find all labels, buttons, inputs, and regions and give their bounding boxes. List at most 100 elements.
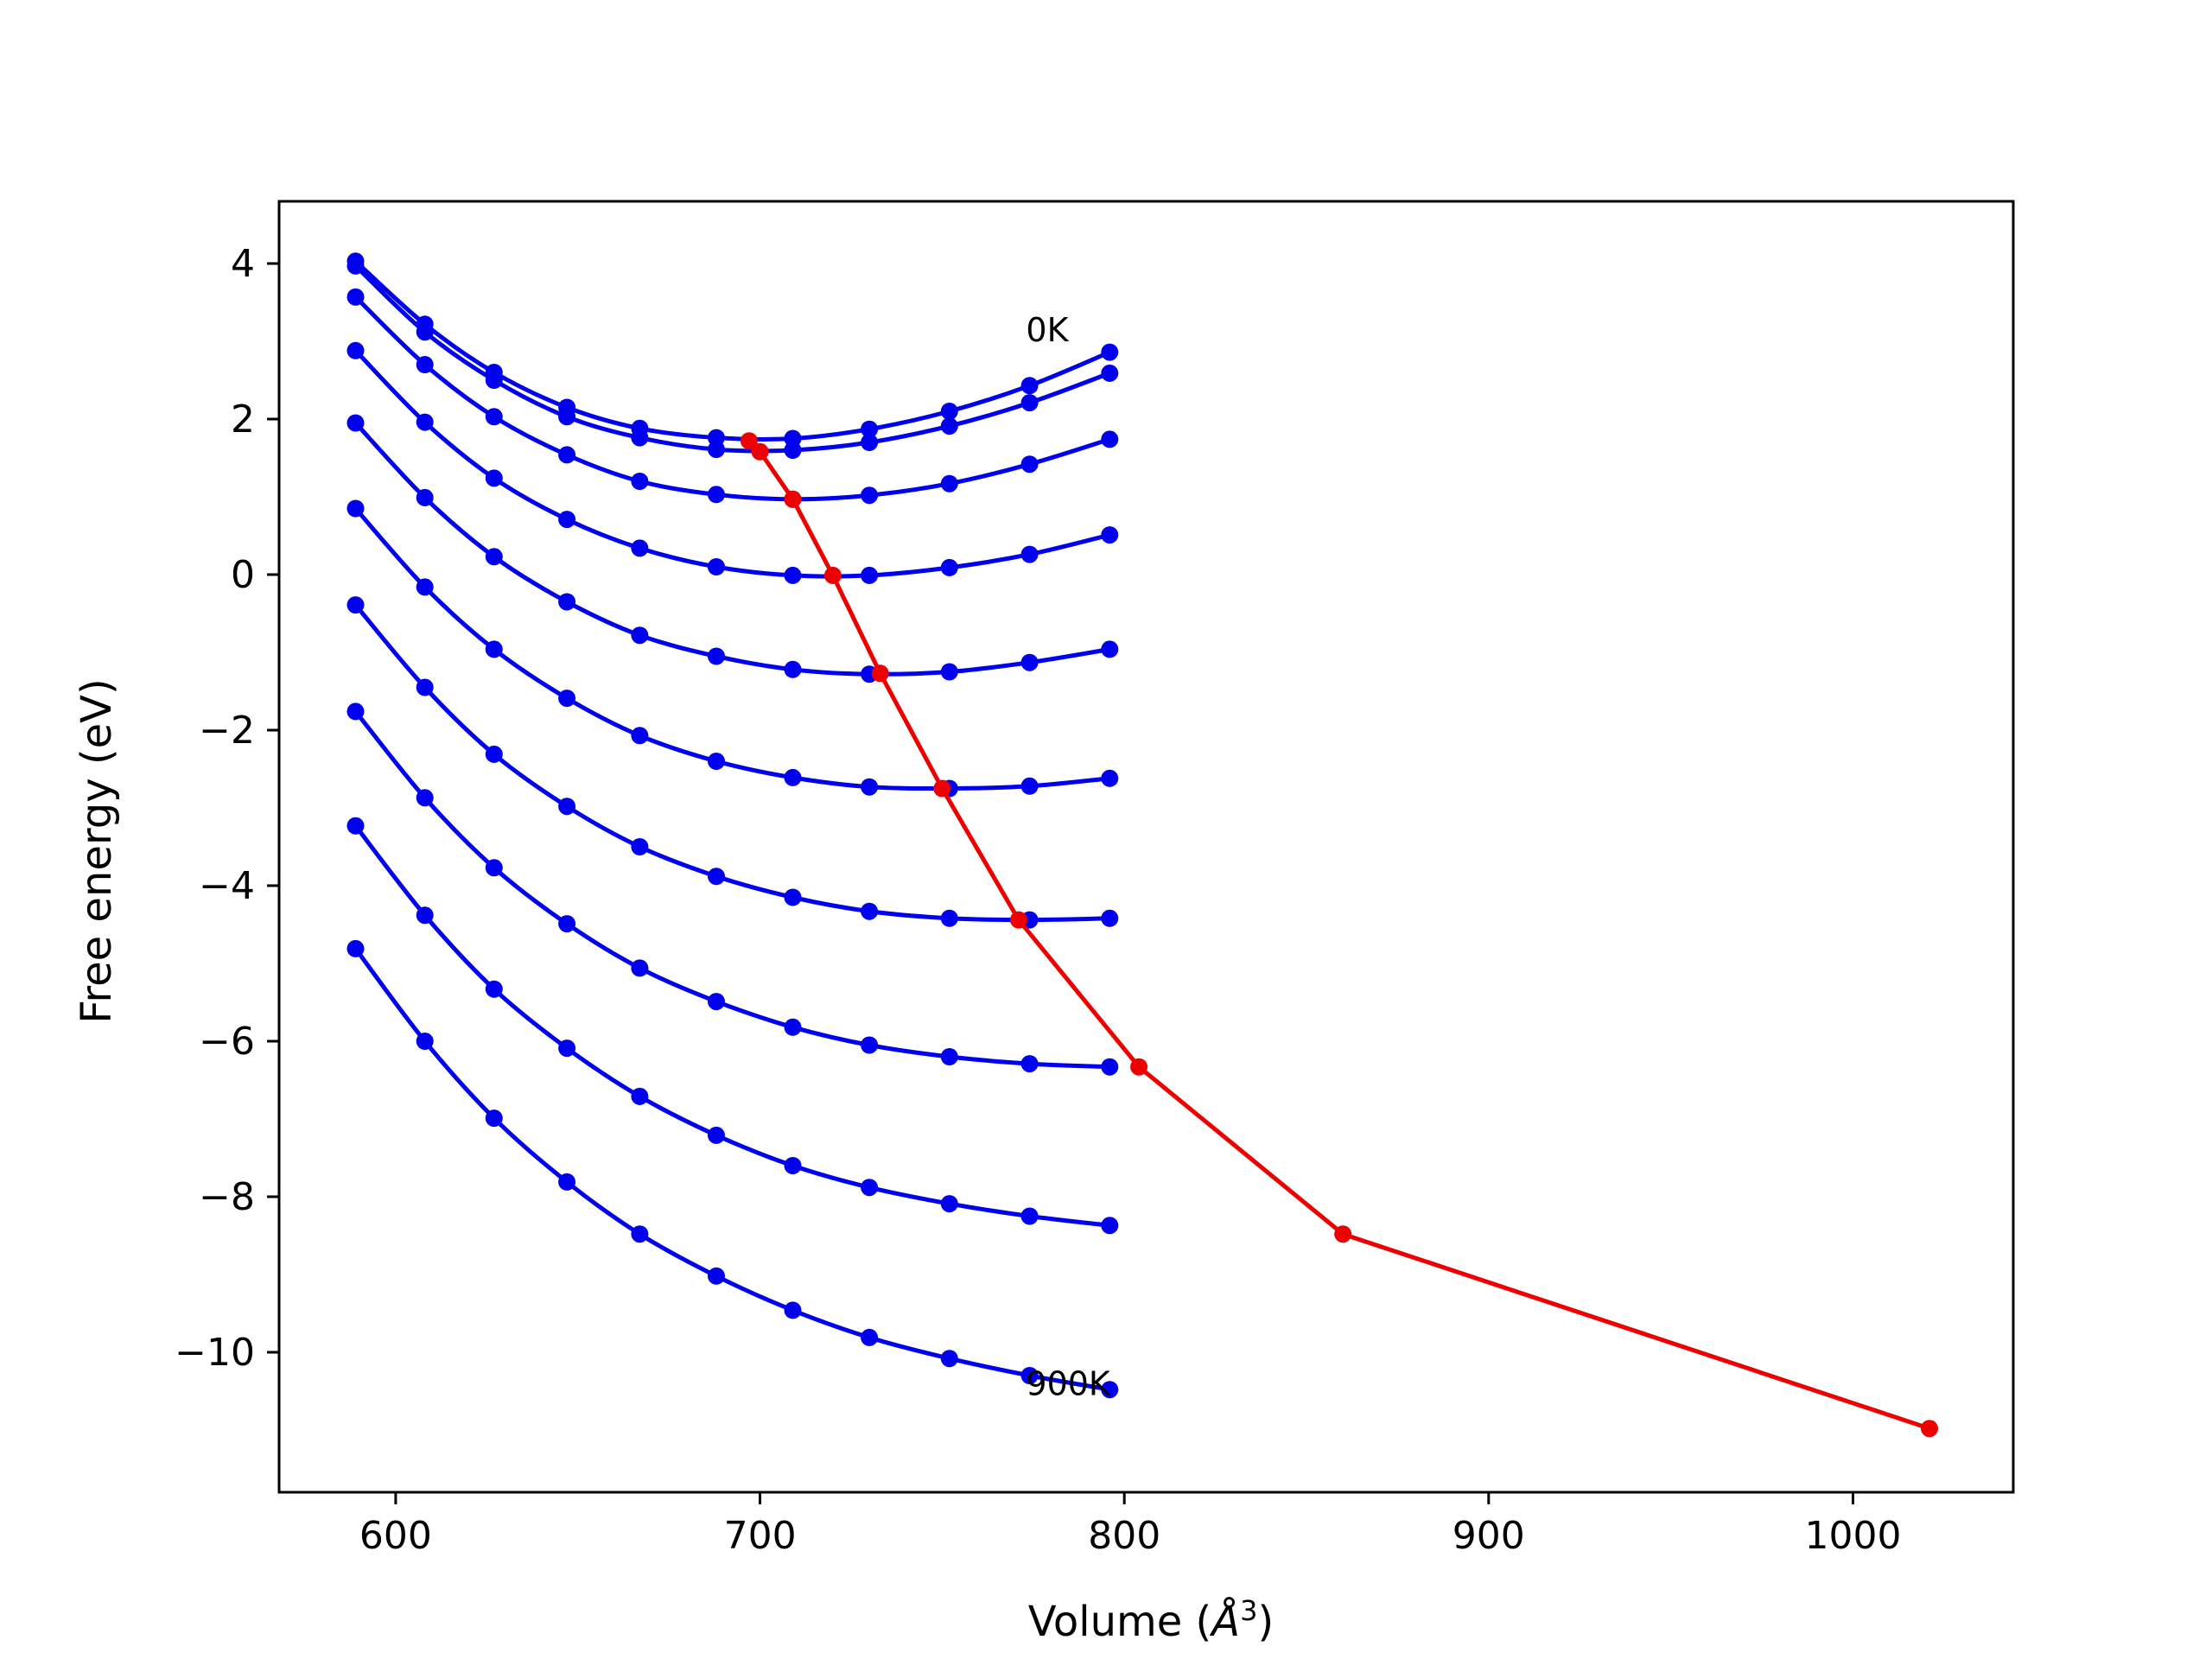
- curve-point: [416, 323, 434, 341]
- curve-point: [708, 993, 725, 1011]
- curve-point: [1101, 769, 1119, 787]
- y-axis-title: Free energy (eV): [73, 678, 121, 1023]
- annotation-0k: 0K: [1026, 311, 1069, 349]
- x-tick-label: 900: [1452, 1514, 1525, 1558]
- curve-point: [784, 888, 802, 906]
- curve-series: [346, 257, 1119, 459]
- curve-point: [631, 473, 649, 490]
- curve-point: [416, 789, 434, 807]
- curve-point: [861, 420, 879, 438]
- annotation-900k: 900K: [1026, 1365, 1111, 1403]
- minima-point: [1334, 1225, 1352, 1243]
- curve-point: [1101, 1381, 1119, 1399]
- y-tick-label: −10: [175, 1331, 255, 1375]
- curve-point: [1020, 1207, 1039, 1225]
- curve-point: [1101, 430, 1119, 448]
- curve-point: [558, 1039, 576, 1058]
- curve-point: [416, 356, 434, 373]
- curve-point: [1020, 545, 1039, 563]
- curve-series: [346, 341, 1119, 584]
- curve-point: [708, 1267, 725, 1285]
- curve-point: [416, 678, 434, 696]
- y-tick-label: −6: [199, 1020, 255, 1064]
- minima-point: [871, 664, 889, 683]
- curves-layer: [346, 252, 1119, 1399]
- titles-layer: Volume (Å3) Free energy (eV): [73, 678, 1274, 1646]
- curve-point: [631, 429, 649, 447]
- curve-point: [1101, 1217, 1119, 1235]
- curve-point: [416, 413, 434, 431]
- curve-point: [940, 1350, 958, 1368]
- curve-point: [346, 702, 365, 721]
- curve-point: [708, 753, 725, 770]
- curve-point: [784, 442, 802, 459]
- curve-point: [708, 868, 725, 886]
- curve-point: [416, 1033, 434, 1050]
- minima-point: [1130, 1058, 1148, 1076]
- curve-point: [558, 690, 576, 708]
- curve-series: [346, 499, 1119, 798]
- curve-point: [485, 640, 503, 658]
- curve-point: [485, 859, 503, 877]
- curve-point: [346, 288, 365, 306]
- curve-point: [708, 486, 725, 504]
- curve-point: [940, 663, 958, 681]
- curve-point: [784, 566, 802, 584]
- curve-point: [708, 1126, 725, 1144]
- curve-point: [1101, 1058, 1119, 1076]
- curve-point: [708, 647, 725, 665]
- curve-point: [485, 372, 503, 389]
- curve-point: [784, 1157, 802, 1174]
- curve-point: [1020, 455, 1039, 474]
- curve-point: [861, 1036, 879, 1054]
- y-tick-label: 0: [231, 553, 255, 597]
- x-tick-label: 1000: [1805, 1514, 1902, 1558]
- curve-point: [631, 959, 649, 977]
- curve-point: [784, 660, 802, 678]
- axes-layer: 600 700 800 900 1000 4 2 0 −2 −4 −6 −8 −10: [175, 200, 2015, 1558]
- curve-point: [784, 768, 802, 786]
- curve-point: [861, 902, 879, 920]
- curve-series: [346, 702, 1119, 1076]
- curve-point: [631, 539, 649, 557]
- curve-point: [485, 548, 503, 566]
- curve-point: [1101, 343, 1119, 361]
- y-tick-label: −2: [199, 709, 255, 753]
- curve-point: [485, 1109, 503, 1128]
- curve-point: [346, 499, 365, 518]
- curve-point: [485, 980, 503, 998]
- curve-point: [558, 511, 576, 529]
- curve-point: [631, 626, 649, 645]
- minima-point: [784, 490, 802, 508]
- curve-point: [940, 1048, 958, 1065]
- y-tick-label: 4: [231, 242, 255, 286]
- x-tick-label: 800: [1088, 1514, 1160, 1558]
- curve-point: [416, 578, 434, 596]
- curve-point: [558, 446, 576, 464]
- plot-frame: [277, 200, 2015, 1494]
- y-tick-label: −8: [199, 1175, 255, 1219]
- curve-point: [1101, 364, 1119, 382]
- minima-line: [747, 439, 1930, 1431]
- curve-point: [485, 469, 503, 487]
- curve-point: [631, 1087, 649, 1105]
- curve-point: [346, 817, 365, 835]
- curve-point: [861, 778, 879, 796]
- curve-line: [353, 824, 1110, 1228]
- curve-point: [940, 417, 958, 435]
- curve-point: [940, 403, 958, 420]
- curve-point: [1101, 526, 1119, 544]
- x-axis-title: Volume (Å3): [1028, 1594, 1274, 1646]
- minima-point: [1009, 911, 1027, 929]
- x-axis-unit: Å: [1209, 1597, 1240, 1646]
- curve-point: [784, 1301, 802, 1319]
- curve-point: [861, 486, 879, 505]
- curve-point: [1020, 377, 1039, 395]
- curve-point: [1020, 1367, 1039, 1384]
- minima-layer: [740, 432, 1938, 1438]
- curve-point: [416, 906, 434, 925]
- curve-point: [558, 915, 576, 933]
- curve-point: [940, 474, 958, 493]
- curve-point: [1020, 777, 1039, 795]
- curve-point: [558, 593, 576, 611]
